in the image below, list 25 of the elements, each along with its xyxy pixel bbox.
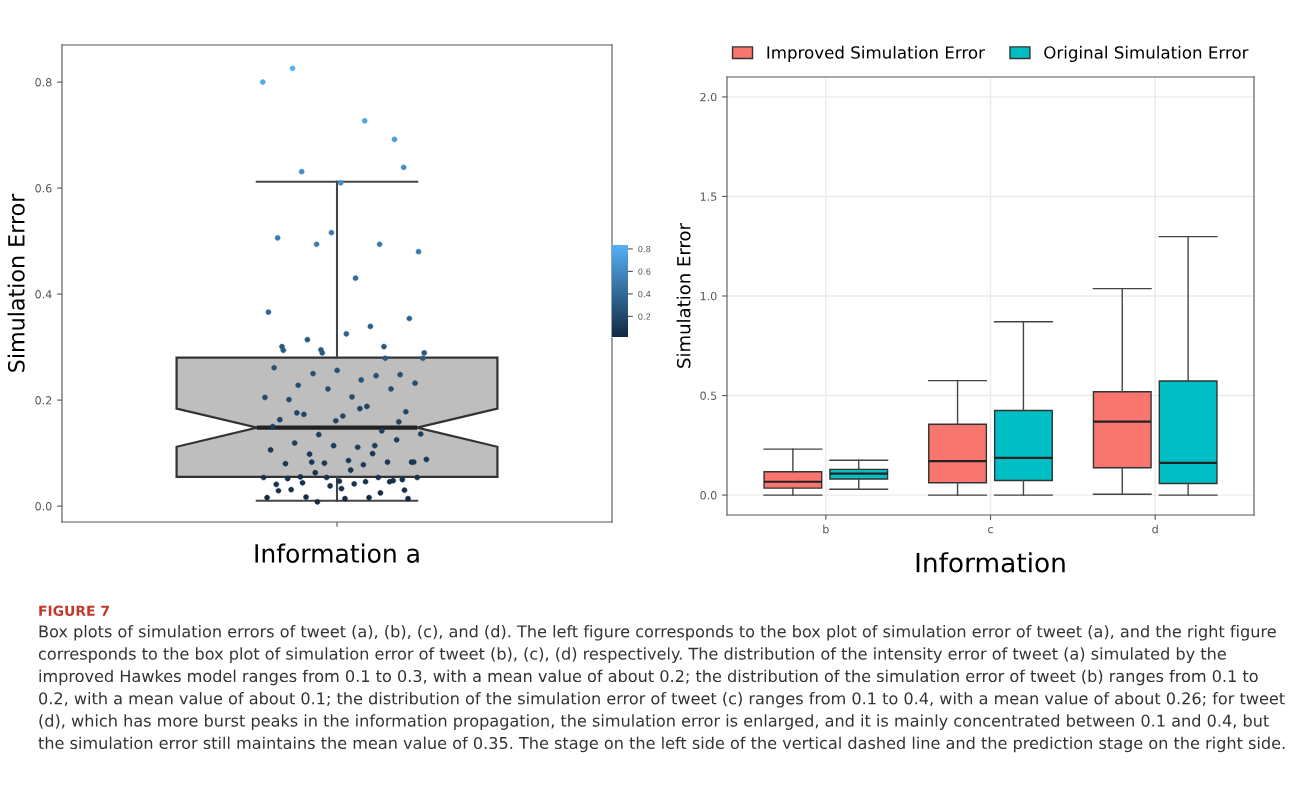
- y-axis-title: Simulation Error: [676, 223, 691, 368]
- y-tick-label: 0.6: [35, 184, 52, 193]
- y-tick-label: 0.2: [35, 396, 52, 405]
- x-axis-title: Information: [916, 552, 1065, 573]
- legend-label: Original Simulation Error: [1044, 45, 1249, 62]
- x-tick-label: b: [823, 524, 829, 534]
- legend-label: Improved Simulation Error: [767, 45, 985, 62]
- y-tick-label: 1.5: [700, 192, 717, 201]
- y-tick-label: 2.0: [700, 92, 717, 102]
- y-tick-label: 0.8: [35, 78, 52, 87]
- y-tick-label: 0.5: [700, 391, 717, 400]
- color-bar-label: 0.8: [638, 245, 651, 253]
- text: Box plots of simulation errors of tweet (a), (b), (c), and (d). The left figure corresponds to the box plot of simulation error of tweet (a), and the right figure corresponds to the box plot of simulation error of tweet (b), (c), (d) respectively. The distribution of the intensity error of tweet (a) simulated by the improved Hawkes model ranges from 0.1 to 0.3, with a mean value of about 0.2; the distribution of the simulation error of tweet (b) ranges from 0.1 to 0.2, with a mean value of about 0.1; the distribution of the simulation error of tweet (c) ranges from 0.1 to 0.4, with a mean value of about 0.26; for tweet (d), which has more burst peaks in the information propagation, the simulation error is enlarged, and it is mainly concentrated between 0.1 and 0.4, but the simulation error still maintains the mean value of 0.35. The stage on the left side of the vertical dashed line and the prediction stage on the right side.: [38, 625, 1285, 753]
- color-bar-label: 0.6: [638, 268, 651, 275]
- y-tick-label: 1.0: [700, 291, 717, 301]
- y-tick-label: 0.4: [35, 290, 52, 299]
- y-tick-label: 0.0: [700, 491, 717, 500]
- caption: FIGURE 7: [39, 605, 109, 617]
- y-tick-label: 0.0: [35, 502, 52, 511]
- color-bar-label: 0.4: [638, 290, 651, 298]
- x-tick-label: c: [988, 526, 993, 534]
- color-bar-label: 0.2: [638, 313, 651, 320]
- y-axis-title: Simulation Error: [7, 193, 25, 372]
- x-tick-label: d: [1152, 524, 1158, 534]
- x-axis-title: Information a: [255, 543, 419, 563]
